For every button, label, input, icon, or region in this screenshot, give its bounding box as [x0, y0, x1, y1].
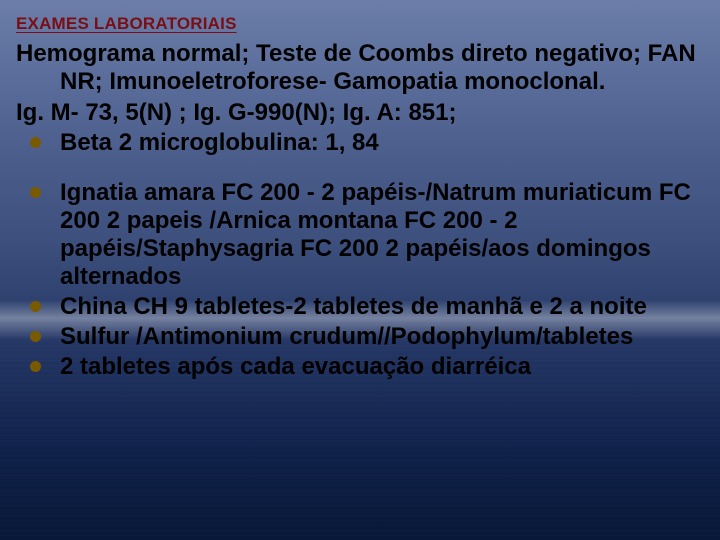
intro-line-1: Hemograma normal; Teste de Coombs direto… [16, 40, 700, 97]
slide: EXAMES LABORATORIAIS Hemograma normal; T… [0, 0, 720, 540]
bullet-dot-icon [30, 301, 41, 312]
bullet-text: Ignatia amara FC 200 - 2 papéis-/Natrum … [60, 179, 691, 290]
bullet-dot-icon [30, 187, 41, 198]
group-spacer [16, 159, 700, 179]
intro-line-2: Ig. M- 73, 5(N) ; Ig. G-990(N); Ig. A: 8… [16, 99, 700, 127]
bullet-china: China CH 9 tabletes-2 tabletes de manhã … [16, 293, 700, 321]
bullet-evacuacao: 2 tabletes após cada evacuação diarréica [16, 353, 700, 381]
bullet-text: Beta 2 microglobulina: 1, 84 [60, 129, 379, 156]
bullet-beta2: Beta 2 microglobulina: 1, 84 [16, 129, 700, 157]
bullet-dot-icon [30, 137, 41, 148]
bullet-text: Sulfur /Antimonium crudum//Podophylum/ta… [60, 323, 633, 350]
bullet-ignatia: Ignatia amara FC 200 - 2 papéis-/Natrum … [16, 179, 700, 291]
bullet-dot-icon [30, 331, 41, 342]
slide-content: EXAMES LABORATORIAIS Hemograma normal; T… [16, 14, 700, 382]
bullet-sulfur: Sulfur /Antimonium crudum//Podophylum/ta… [16, 323, 700, 351]
bullet-text: 2 tabletes após cada evacuação diarréica [60, 353, 531, 380]
bullet-dot-icon [30, 361, 41, 372]
bullet-text: China CH 9 tabletes-2 tabletes de manhã … [60, 293, 647, 320]
heading-exames: EXAMES LABORATORIAIS [16, 14, 700, 34]
